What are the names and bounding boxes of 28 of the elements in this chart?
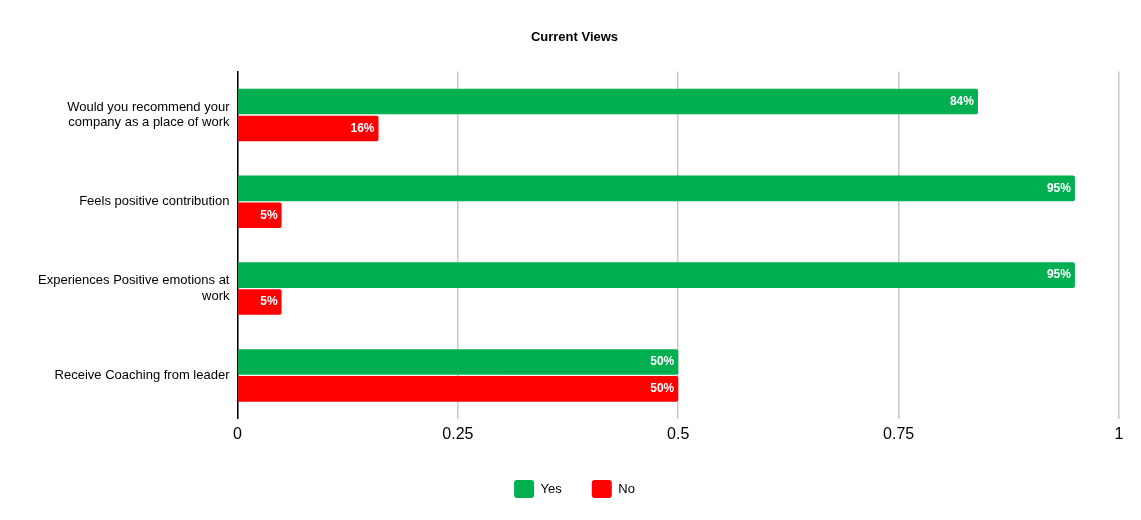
bar (238, 289, 282, 315)
x-tick-label: 1 (1114, 424, 1124, 442)
y-tick-label: Would you recommend your company as a place of work (67, 98, 231, 130)
y-tick-label: Feels positive contribution (79, 193, 230, 209)
chart-title: Current Views (530, 29, 619, 45)
data-label: 95% (1046, 180, 1072, 195)
data-label: 84% (949, 93, 975, 108)
y-tick-label: Experiences Positive emotions at work (38, 272, 230, 303)
bar (238, 349, 679, 375)
data-label: 5% (260, 207, 278, 222)
x-tick-label: 0.25 (442, 424, 474, 442)
x-tick-label: 0 (233, 424, 243, 442)
data-label: 5% (260, 294, 278, 309)
data-label: 50% (650, 381, 675, 396)
legend-label: No (618, 480, 635, 496)
data-label: 95% (1046, 267, 1072, 282)
bar (238, 115, 379, 142)
legend-label: Yes (540, 480, 563, 496)
data-label: 16% (350, 120, 375, 135)
bar (238, 175, 1075, 202)
bar (238, 376, 679, 402)
y-tick-label: Receive Coaching from leader (54, 366, 231, 382)
bar (238, 262, 1075, 288)
bar (238, 202, 282, 229)
data-label: 50% (650, 354, 675, 369)
x-tick-label: 0.75 (883, 424, 915, 442)
bar (238, 88, 978, 115)
x-tick-label: 0.5 (667, 424, 690, 442)
